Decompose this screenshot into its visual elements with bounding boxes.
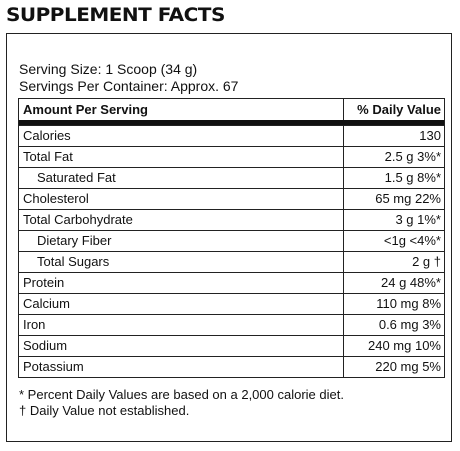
table-row-iron: Iron 0.6 mg 3% xyxy=(19,314,444,335)
row-value: 2.5 g 3%* xyxy=(384,149,441,164)
table-row-sodium: Sodium 240 mg 10% xyxy=(19,335,444,356)
row-value: 220 mg 5% xyxy=(375,359,441,374)
servings-per-container: Servings Per Container: Approx. 67 xyxy=(19,78,239,94)
header-amount-per-serving: Amount Per Serving xyxy=(19,99,344,120)
table-row-total-sugars: Total Sugars 2 g † xyxy=(19,251,444,272)
footnotes: * Percent Daily Values are based on a 2,… xyxy=(19,387,344,419)
table-row-dietary-fiber: Dietary Fiber <1g <4%* xyxy=(19,230,444,251)
table-row-total-fat: Total Fat 2.5 g 3%* xyxy=(19,146,444,167)
table-row-cholesterol: Cholesterol 65 mg 22% xyxy=(19,188,444,209)
table-row-total-carbohydrate: Total Carbohydrate 3 g 1%* xyxy=(19,209,444,230)
row-label: Calories xyxy=(19,126,344,146)
row-label: Total Carbohydrate xyxy=(19,210,344,230)
table-row-protein: Protein 24 g 48%* xyxy=(19,272,444,293)
row-label: Potassium xyxy=(19,357,344,377)
row-label: Iron xyxy=(19,315,344,335)
serving-size: Serving Size: 1 Scoop (34 g) xyxy=(19,61,198,77)
row-label: Protein xyxy=(19,273,344,293)
nutrition-table: Amount Per Serving % Daily Value Calorie… xyxy=(18,98,445,378)
row-label: Saturated Fat xyxy=(19,168,344,188)
table-header: Amount Per Serving % Daily Value xyxy=(19,99,444,125)
supplement-facts-panel: Serving Size: 1 Scoop (34 g) Servings Pe… xyxy=(6,33,452,442)
row-value: 65 mg 22% xyxy=(375,191,441,206)
header-daily-value: % Daily Value xyxy=(357,102,441,117)
row-value: 24 g 48%* xyxy=(381,275,441,290)
row-label: Sodium xyxy=(19,336,344,356)
row-value: 240 mg 10% xyxy=(368,338,441,353)
row-label: Dietary Fiber xyxy=(19,231,344,251)
row-value: 3 g 1%* xyxy=(395,212,441,227)
row-value: 110 mg 8% xyxy=(376,296,441,311)
row-value: 1.5 g 8%* xyxy=(384,170,441,185)
table-row-potassium: Potassium 220 mg 5% xyxy=(19,356,444,377)
table-row-calcium: Calcium 110 mg 8% xyxy=(19,293,444,314)
row-label: Total Fat xyxy=(19,147,344,167)
row-label: Cholesterol xyxy=(19,189,344,209)
daily-value-not-established-note: † Daily Value not established. xyxy=(19,403,190,418)
row-label: Calcium xyxy=(19,294,344,314)
row-value: <1g <4%* xyxy=(383,233,441,248)
percent-daily-value-note: * Percent Daily Values are based on a 2,… xyxy=(19,387,344,402)
row-value: 130 xyxy=(419,128,441,143)
row-value: 0.6 mg 3% xyxy=(378,317,441,332)
row-label: Total Sugars xyxy=(19,252,344,272)
table-row-calories: Calories 130 xyxy=(19,125,444,146)
table-row-saturated-fat: Saturated Fat 1.5 g 8%* xyxy=(19,167,444,188)
page-title: SUPPLEMENT FACTS xyxy=(6,3,225,26)
row-value: 2 g † xyxy=(412,254,441,269)
